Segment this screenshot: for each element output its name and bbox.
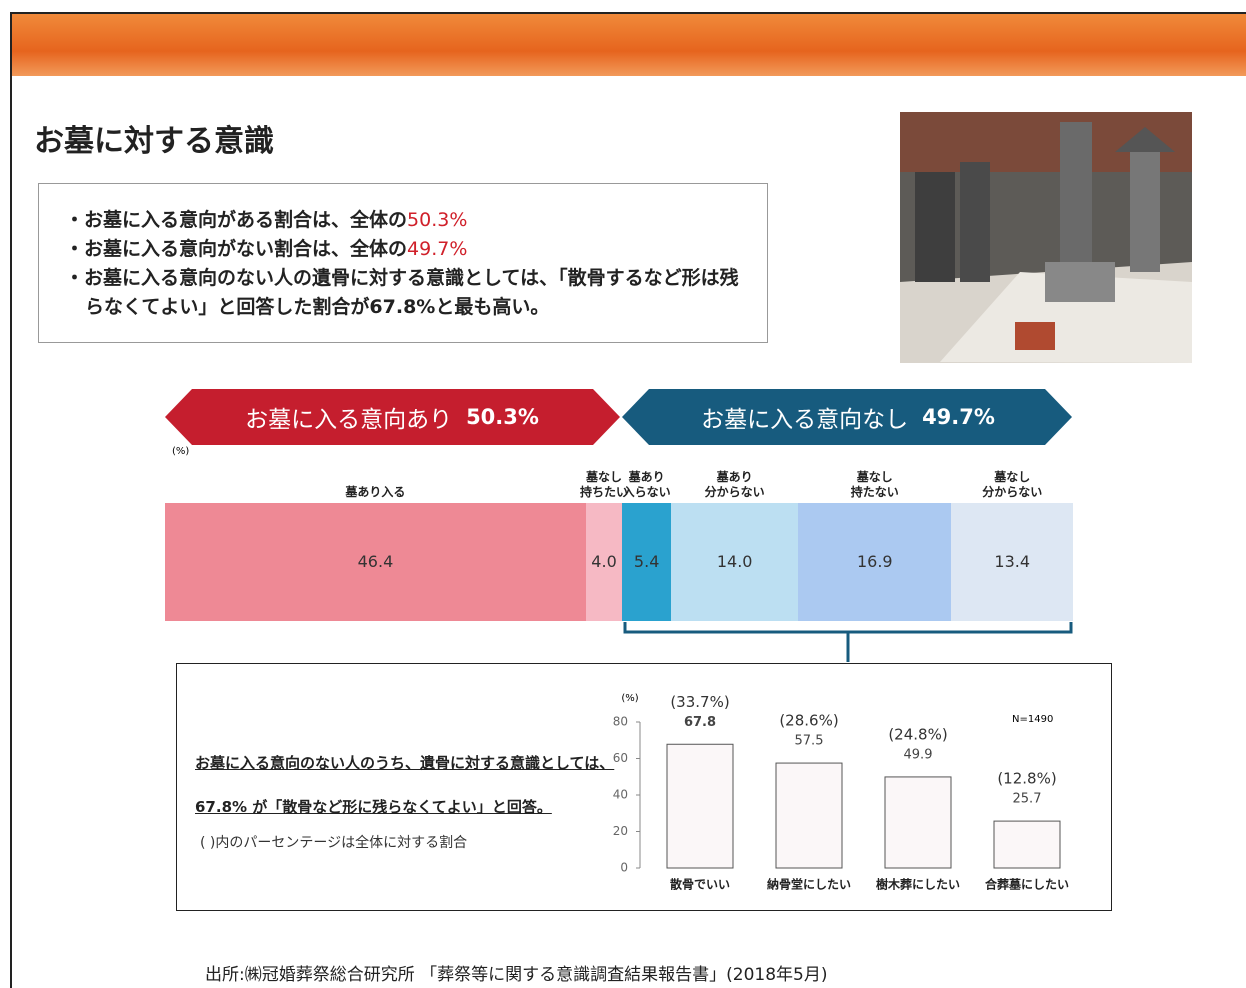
- segment-label: 墓あり 入らない: [622, 470, 671, 499]
- summary-line: 67.8% が「散骨など形に残らなくてよい」と回答。: [195, 798, 552, 816]
- value-label: 49.9: [904, 747, 933, 762]
- segment-value: 4.0: [591, 552, 617, 571]
- summary-line: お墓に入る意向のない人のうち、遺骨に対する意識としては、: [195, 754, 615, 772]
- unit-label: (%): [172, 446, 190, 457]
- x-tick-label: 納骨堂にしたい: [767, 877, 851, 892]
- x-tick-label: 樹木葬にしたい: [876, 877, 960, 892]
- banner-value: 49.7%: [922, 405, 995, 429]
- segment-value: 5.4: [633, 552, 660, 571]
- annotation: (12.8%): [997, 770, 1056, 788]
- stacked-chart: 46.4 墓あり入る 4.0 墓なし 持ちたい 5.4 墓あり 入らない 14.0 墓あり 分…: [165, 460, 1073, 622]
- y-tick-label: 80: [613, 715, 628, 729]
- header-bar: [10, 12, 1246, 76]
- y-tick-label: 20: [613, 824, 628, 838]
- annotation: (24.8%): [888, 725, 947, 743]
- bar: [993, 820, 1061, 869]
- annotation: (28.6%): [779, 712, 838, 730]
- banner-arrows: [165, 389, 1072, 445]
- bullet-text: お墓に入る意向がない割合は、全体の: [84, 238, 408, 260]
- bullet-text: お墓に入る意向のない人の遺骨に対する意識としては、「散骨するなど形は残らなくてよ…: [84, 267, 739, 318]
- segment-value: 46.4: [357, 552, 394, 571]
- segment: [671, 503, 799, 621]
- bullet-box: お墓に入る意向がある割合は、全体の50.3% お墓に入る意向がない割合は、全体の…: [38, 183, 768, 343]
- highlight: 50.3%: [407, 209, 468, 231]
- value-label: 67.8: [684, 715, 716, 730]
- banner-label: お墓に入る意向なし: [701, 407, 909, 433]
- annotation: (33.7%): [670, 693, 729, 711]
- banner-value: 50.3%: [466, 405, 539, 429]
- segment-label: 墓なし 分からない: [982, 470, 1043, 499]
- segment: [585, 503, 623, 621]
- bullet: お墓に入る意向がない割合は、全体の49.7%: [65, 235, 747, 264]
- bar: [775, 762, 843, 869]
- photo: [900, 112, 1192, 363]
- title: お墓に対する意識: [34, 124, 274, 159]
- bar-chart: (%) 0 20 40 60 80 67.8 (33.7%) 散骨でいい 57.5 (28.6%)…: [613, 693, 1069, 892]
- value-label: 57.5: [795, 734, 824, 749]
- y-tick-label: 40: [613, 788, 628, 802]
- segment-value: 13.4: [994, 552, 1031, 571]
- unit-label: (%): [621, 693, 638, 704]
- source: 出所:㈱冠婚葬祭総合研究所 「葬祭等に関する意識調査結果報告書」(2018年5月…: [205, 965, 828, 985]
- bullet: お墓に入る意向のない人の遺骨に対する意識としては、「散骨するなど形は残らなくてよ…: [65, 264, 747, 322]
- bar: [884, 776, 952, 869]
- x-tick-label: 合葬墓にしたい: [985, 877, 1069, 892]
- segment: [622, 503, 672, 621]
- segment-label: 墓なし 持ちたい: [580, 470, 629, 499]
- sample-note: N=1490: [1012, 714, 1054, 725]
- frame: [10, 12, 1244, 988]
- brace: [623, 622, 1073, 662]
- segment: [165, 503, 586, 621]
- segment-value: 16.9: [856, 552, 893, 571]
- segment-label: 墓なし 持たない: [850, 470, 899, 499]
- banner-label: お墓に入る意向あり: [245, 407, 453, 433]
- bar: [666, 743, 734, 869]
- summary-note: ( )内のパーセンテージは全体に対する割合: [200, 835, 468, 851]
- bullet: お墓に入る意向がある割合は、全体の50.3%: [65, 206, 747, 235]
- bullet-text: お墓に入る意向がある割合は、全体の: [84, 209, 408, 231]
- segment: [798, 503, 952, 621]
- value-label: 25.7: [1013, 792, 1042, 807]
- y-tick-label: 60: [613, 751, 628, 765]
- y-tick-label: 0: [620, 861, 628, 875]
- segment-label: 墓あり 分からない: [704, 470, 765, 499]
- banner: お墓に入る意向なし 49.7%: [650, 388, 1046, 446]
- x-tick-label: 散骨でいい: [670, 877, 730, 892]
- detail-box: [176, 663, 1112, 911]
- segment: [951, 503, 1073, 621]
- segment-value: 14.0: [716, 552, 753, 571]
- segment-label: 墓あり入る: [345, 485, 406, 499]
- banner: お墓に入る意向あり 50.3%: [192, 388, 592, 446]
- highlight: 49.7%: [407, 238, 468, 260]
